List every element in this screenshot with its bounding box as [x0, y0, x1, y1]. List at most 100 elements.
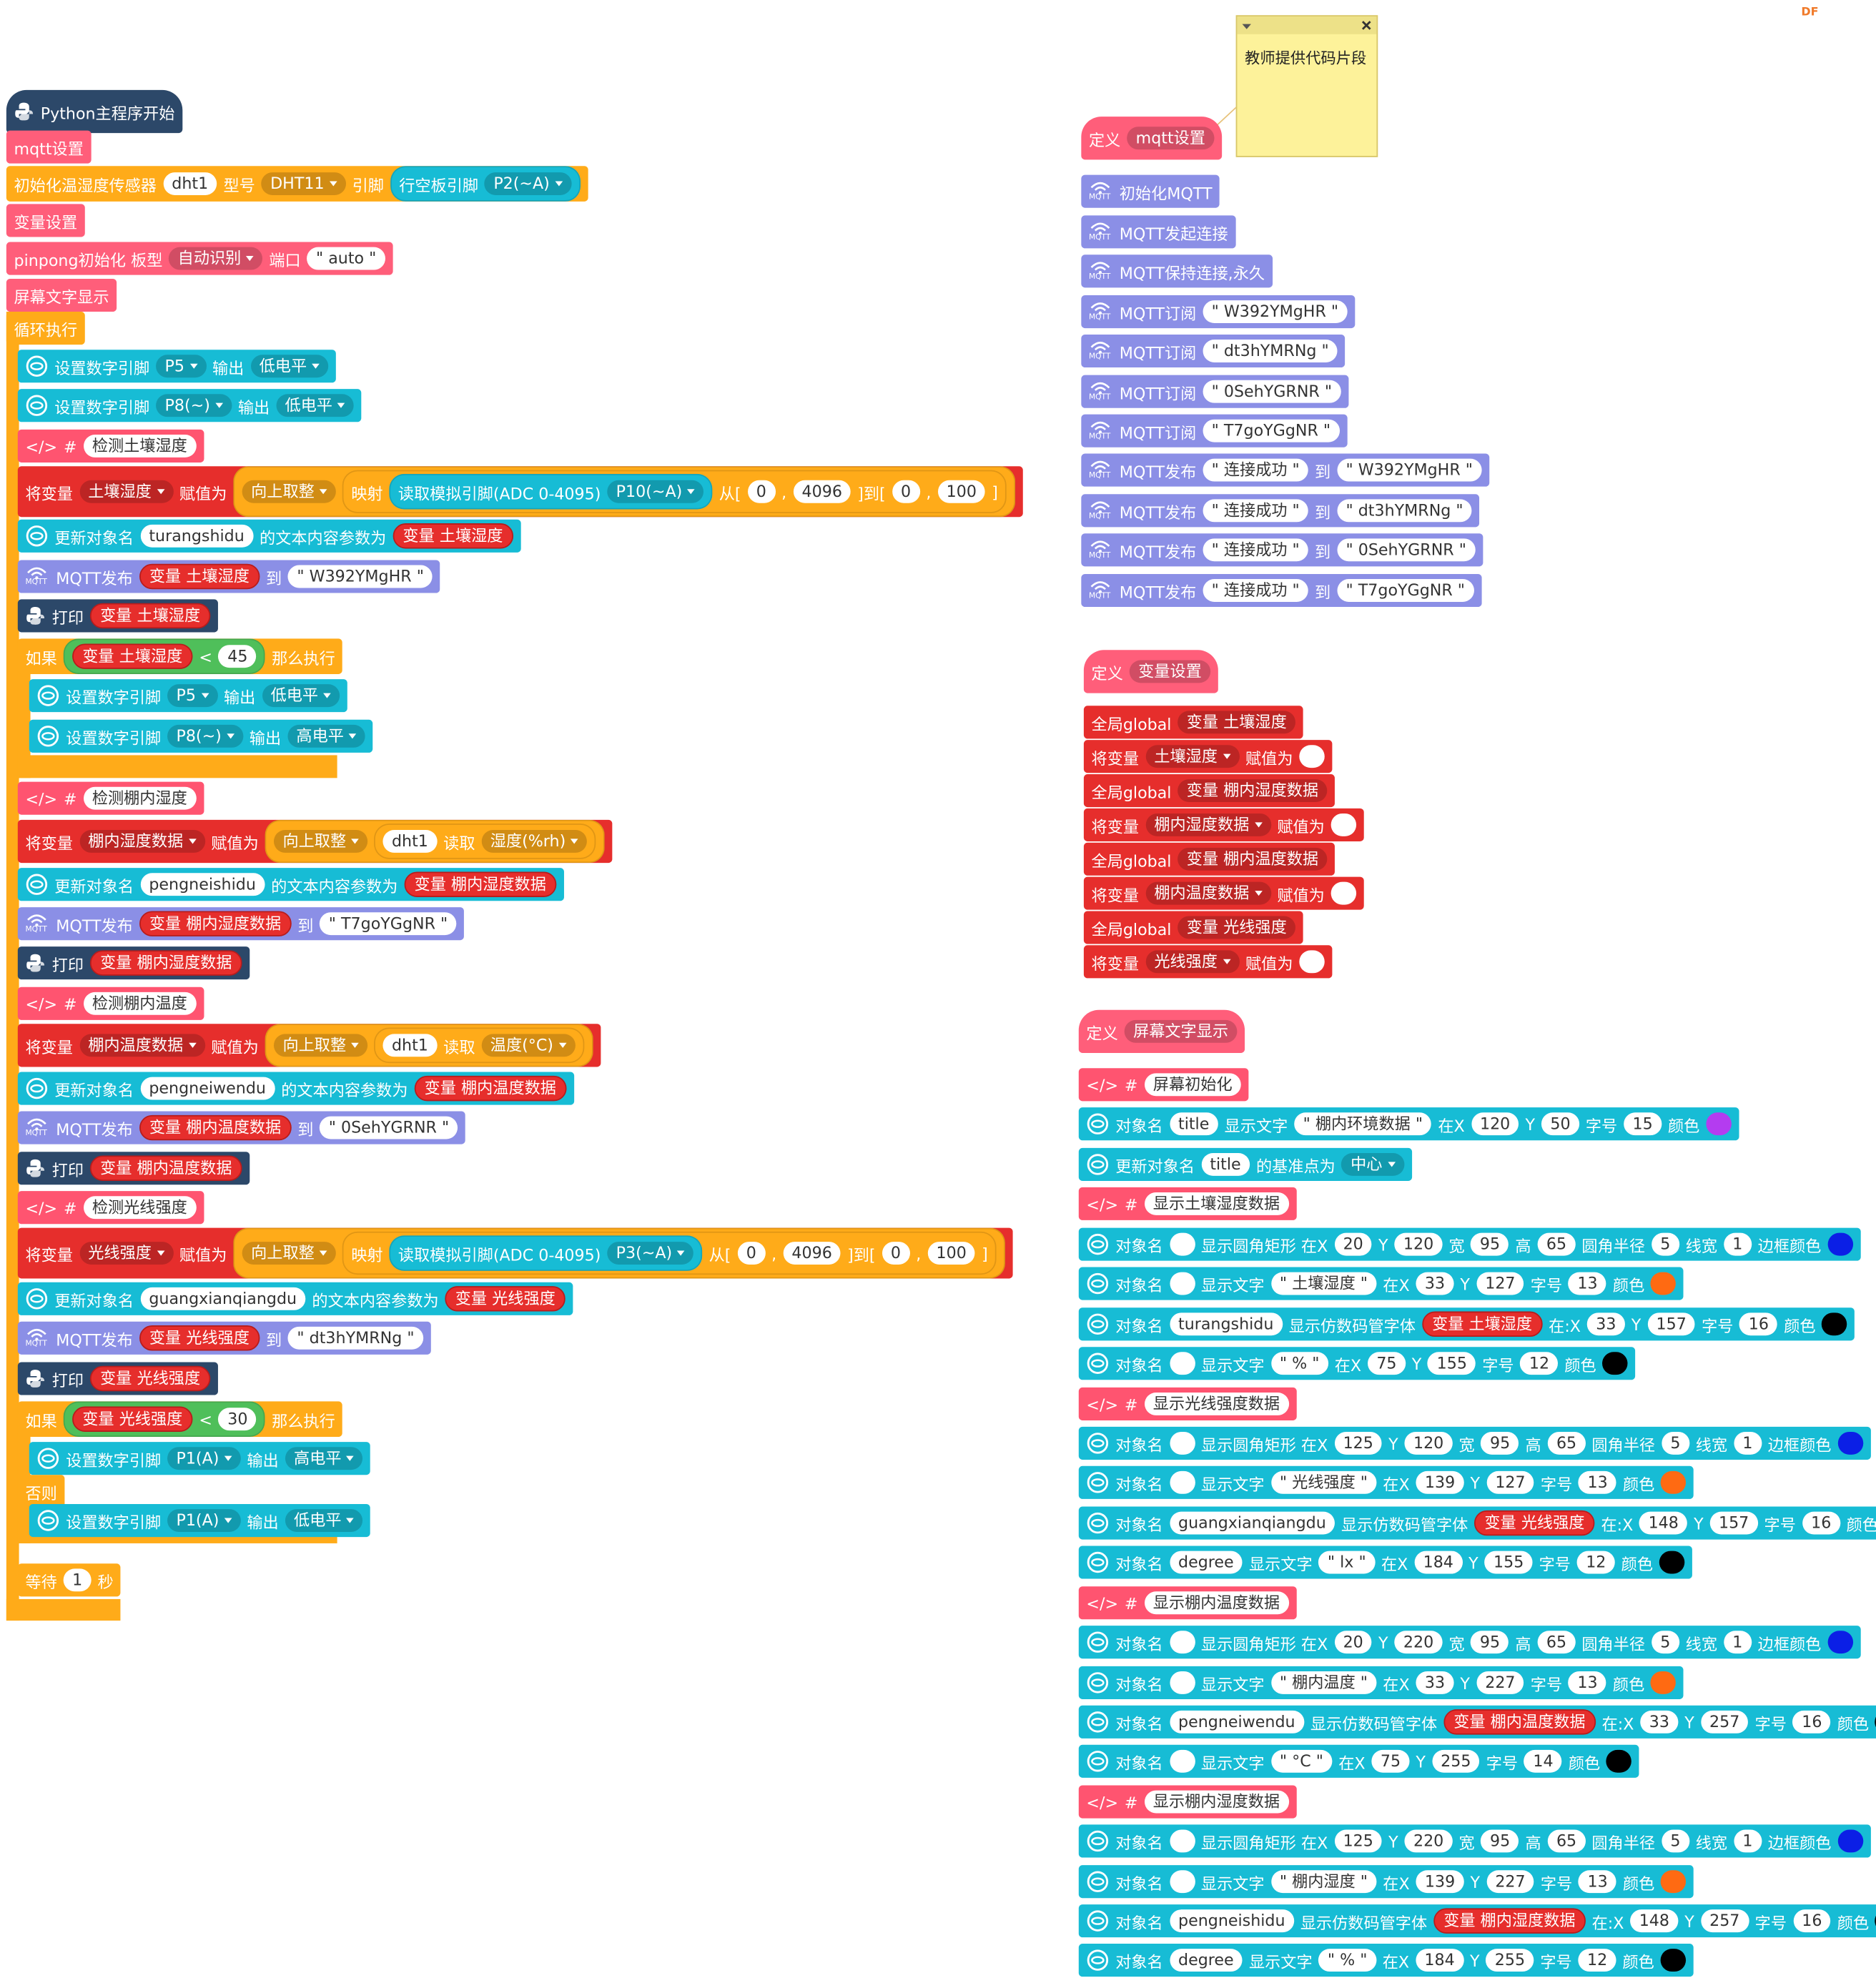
code-block[interactable]: 等待 1 秒 [17, 1563, 122, 1597]
dropdown: DHT11 [261, 172, 346, 195]
code-block[interactable]: 对象名 title 显示文字 " 棚内环境数据 " 在X 120 Y 50 字号 15 颜色 [1078, 1107, 1739, 1141]
block-label: 将变量 [25, 1037, 73, 1057]
code-block[interactable]: 对象名 degree 显示文字 " % " 在X 184 Y 255 字号 12 颜色 [1078, 1944, 1694, 1977]
code-block[interactable]: 设置数字引脚 P1(A) 输出 高电平 [29, 1442, 371, 1475]
code-block[interactable]: </> # 检测光线强度 [17, 1191, 204, 1225]
code-block[interactable]: 将变量 光线强度 赋值为 [1083, 945, 1333, 979]
code-block[interactable]: 对象名 显示文字 " 棚内温度 " 在X 33 Y 227 字号 13 颜色 [1078, 1666, 1684, 1699]
code-block[interactable]: 定义 变量设置 [1083, 650, 1218, 693]
block-label: </> [25, 436, 58, 456]
code-block[interactable]: 将变量 棚内温度数据 赋值为 [1083, 876, 1364, 910]
code-block[interactable]: 更新对象名 title 的基准点为 中心 [1078, 1147, 1412, 1181]
code-block[interactable]: </> # 显示土壤湿度数据 [1078, 1187, 1297, 1220]
code-block[interactable]: 对象名 显示圆角矩形 在X 125 Y 120 宽 95 高 65 圆角半径 5 线宽 1 边框颜色 [1078, 1426, 1871, 1460]
code-block[interactable]: MQTT MQTT订阅 " T7goYGgNR " [1081, 414, 1348, 447]
code-block[interactable]: </> # 检测棚内温度 [17, 986, 204, 1020]
code-block[interactable]: 屏幕文字显示 [6, 278, 117, 312]
code-block[interactable]: 对象名 显示文字 " °C " 在X 75 Y 255 字号 14 颜色 [1078, 1744, 1640, 1778]
code-block[interactable]: MQTT MQTT保持连接,永久 [1081, 254, 1273, 288]
code-block[interactable]: 打印 变量 光线强度 [17, 1362, 218, 1395]
code-block[interactable]: 将变量 土壤湿度 赋值为 向上取整 映射 读取模拟引脚(ADC 0-4095) P10(~A… [17, 466, 1024, 518]
code-block[interactable]: 全局global 变量 棚内温度数据 [1083, 842, 1336, 876]
sticky-note[interactable]: 教师提供代码片段 [1235, 15, 1378, 157]
note-collapse[interactable] [1241, 20, 1254, 33]
code-block[interactable]: 循环执行 [6, 312, 85, 345]
code-block[interactable]: 对象名 显示文字 " 土壤湿度 " 在X 33 Y 127 字号 13 颜色 [1078, 1267, 1684, 1300]
code-block[interactable]: 对象名 显示圆角矩形 在X 20 Y 120 宽 95 高 65 圆角半径 5 线宽 1 边框颜色 [1078, 1227, 1861, 1261]
code-block[interactable]: MQTT MQTT订阅 " 0SehYGRNR " [1081, 375, 1349, 408]
code-block[interactable]: 对象名 turangshidu 显示仿数码管字体 变量 土壤湿度 在:X 33 Y 157 字号… [1078, 1307, 1855, 1341]
dropdown-text: 棚内湿度数据 [1154, 814, 1250, 834]
code-block[interactable]: </> # 检测棚内湿度 [17, 781, 204, 815]
code-block[interactable]: MQTT MQTT订阅 " W392YMgHR " [1081, 295, 1356, 329]
code-block[interactable]: 设置数字引脚 P8(~) 输出 高电平 [29, 719, 373, 753]
block-label: 在X [1383, 1275, 1410, 1295]
mqtt-icon-text: MQTT [1088, 432, 1111, 441]
code-block[interactable]: </> # 屏幕初始化 [1078, 1068, 1249, 1102]
code-block[interactable]: MQTT MQTT发布 " 连接成功 " 到 " W392YMgHR " [1081, 453, 1490, 487]
code-block[interactable]: MQTT MQTT订阅 " dt3hYMRNg " [1081, 334, 1346, 368]
input-field: 75 [1371, 1749, 1410, 1773]
code-block[interactable]: 更新对象名 guangxianqiangdu 的文本内容参数为 变量 光线强度 [17, 1282, 573, 1315]
block-label: MQTT订阅 [1119, 303, 1197, 323]
code-block[interactable]: pinpong初始化 板型 自动识别 端口 " auto " [6, 242, 393, 275]
code-block[interactable]: mqtt设置 [6, 130, 92, 164]
code-block[interactable]: MQTT MQTT发布 " 连接成功 " 到 " dt3hYMRNg " [1081, 494, 1480, 528]
code-block[interactable]: 将变量 土壤湿度 赋值为 [1083, 740, 1333, 773]
code-block[interactable]: 如果 变量 土壤湿度 <45 那么执行 [17, 638, 343, 674]
code-block[interactable]: 更新对象名 turangshidu 的文本内容参数为 变量 土壤湿度 [17, 519, 521, 553]
code-block[interactable]: 打印 变量 棚内湿度数据 [17, 946, 250, 980]
code-block[interactable]: 将变量 棚内湿度数据 赋值为 向上取整 dht1 读取 湿度(%rh) [17, 819, 613, 864]
code-block[interactable]: 对象名 显示文字 " % " 在X 75 Y 155 字号 12 颜色 [1078, 1347, 1636, 1380]
code-block[interactable]: 更新对象名 pengneishidu 的文本内容参数为 变量 棚内湿度数据 [17, 868, 564, 901]
code-block[interactable]: 如果 变量 光线强度 <30 那么执行 [17, 1401, 343, 1438]
logo: DF [1801, 6, 1819, 19]
dropdown-arrow [346, 1455, 355, 1461]
block-label: 更新对象名 [54, 876, 134, 896]
code-block[interactable]: 设置数字引脚 P5 输出 低电平 [17, 350, 336, 383]
code-block[interactable]: 对象名 pengneiwendu 显示仿数码管字体 变量 棚内温度数据 在:X 33 Y 25… [1078, 1705, 1876, 1739]
code-block[interactable]: MQTT MQTT发起连接 [1081, 215, 1236, 249]
code-block[interactable]: 变量设置 [6, 204, 85, 237]
code-block[interactable]: 将变量 光线强度 赋值为 向上取整 映射 读取模拟引脚(ADC 0-4095) P3(~A)… [17, 1227, 1014, 1279]
code-block[interactable]: 对象名 显示圆角矩形 在X 125 Y 220 宽 95 高 65 圆角半径 5 线宽 1 边框颜色 [1078, 1824, 1871, 1858]
code-block[interactable]: 对象名 显示文字 " 棚内湿度 " 在X 139 Y 227 字号 13 颜色 [1078, 1865, 1694, 1899]
code-block[interactable]: 对象名 degree 显示文字 " lx " 在X 184 Y 155 字号 12 颜色 [1078, 1546, 1692, 1579]
code-block[interactable]: 全局global 变量 棚内湿度数据 [1083, 774, 1336, 808]
code-block[interactable]: 对象名 guangxianqiangdu 显示仿数码管字体 变量 光线强度 在:X 148… [1078, 1506, 1876, 1540]
input-field: pengneishidu [139, 873, 265, 896]
code-block[interactable]: </> # 检测土壤湿度 [17, 429, 204, 463]
code-block[interactable]: MQTT MQTT发布 变量 棚内温度数据到 " 0SehYGRNR " [17, 1111, 466, 1144]
code-block[interactable]: 设置数字引脚 P1(A) 输出 低电平 [29, 1503, 371, 1538]
code-block[interactable]: 否则 [17, 1475, 65, 1508]
code-block[interactable]: </> # 显示棚内湿度数据 [1078, 1785, 1297, 1819]
code-block[interactable]: 定义 mqtt设置 [1081, 117, 1223, 160]
code-block[interactable]: 打印 变量 土壤湿度 [17, 599, 218, 633]
code-block[interactable]: </> # 显示棚内温度数据 [1078, 1586, 1297, 1620]
code-block[interactable]: MQTT MQTT发布 变量 光线强度到 " dt3hYMRNg " [17, 1321, 431, 1355]
block-label: 颜色 [1622, 1952, 1654, 1972]
code-block[interactable]: Python主程序开始 [6, 89, 183, 134]
code-block[interactable]: 对象名 显示文字 " 光线强度 " 在X 139 Y 127 字号 13 颜色 [1078, 1465, 1694, 1499]
code-block[interactable]: 设置数字引脚 P5 输出 低电平 [29, 679, 347, 713]
note-close[interactable] [1360, 19, 1373, 32]
code-block[interactable]: 初始化温湿度传感器 dht1 型号 DHT11 引脚 行空板引脚 P2(~A) [6, 166, 588, 202]
code-block[interactable]: MQTT MQTT发布 " 连接成功 " 到 " 0SehYGRNR " [1081, 533, 1483, 567]
code-block[interactable]: 对象名 pengneishidu 显示仿数码管字体 变量 棚内湿度数据 在:X 148 Y 2… [1078, 1904, 1876, 1938]
code-block[interactable]: 全局global 变量 土壤湿度 [1083, 706, 1303, 739]
code-block[interactable]: 打印 变量 棚内温度数据 [17, 1152, 250, 1185]
code-block[interactable]: 定义 屏幕文字显示 [1078, 1009, 1245, 1053]
code-block[interactable]: MQTT 初始化MQTT [1081, 174, 1220, 208]
code-block[interactable]: MQTT MQTT发布 变量 土壤湿度到 " W392YMgHR " [17, 560, 440, 593]
code-block[interactable]: 将变量 棚内湿度数据 赋值为 [1083, 808, 1364, 841]
code-block[interactable]: 将变量 棚内温度数据 赋值为 向上取整 dht1 读取 温度(°C) [17, 1024, 601, 1067]
code-block[interactable]: MQTT MQTT发布 " 连接成功 " 到 " T7goYGgNR " [1081, 573, 1482, 608]
code-block[interactable]: 全局global 变量 光线强度 [1083, 911, 1303, 944]
code-block[interactable]: 设置数字引脚 P8(~) 输出 低电平 [17, 389, 362, 422]
variable-block: 变量 光线强度 [72, 1406, 193, 1432]
block-icon [1087, 1353, 1109, 1374]
code-block[interactable]: MQTT MQTT发布 变量 棚内湿度数据到 " T7goYGgNR " [17, 907, 465, 941]
code-block[interactable]: </> # 显示光线强度数据 [1078, 1387, 1297, 1420]
code-block[interactable]: 对象名 显示圆角矩形 在X 20 Y 220 宽 95 高 65 圆角半径 5 线宽 1 边框颜色 [1078, 1626, 1861, 1659]
code-block[interactable]: 更新对象名 pengneiwendu 的文本内容参数为 变量 棚内温度数据 [17, 1072, 574, 1105]
